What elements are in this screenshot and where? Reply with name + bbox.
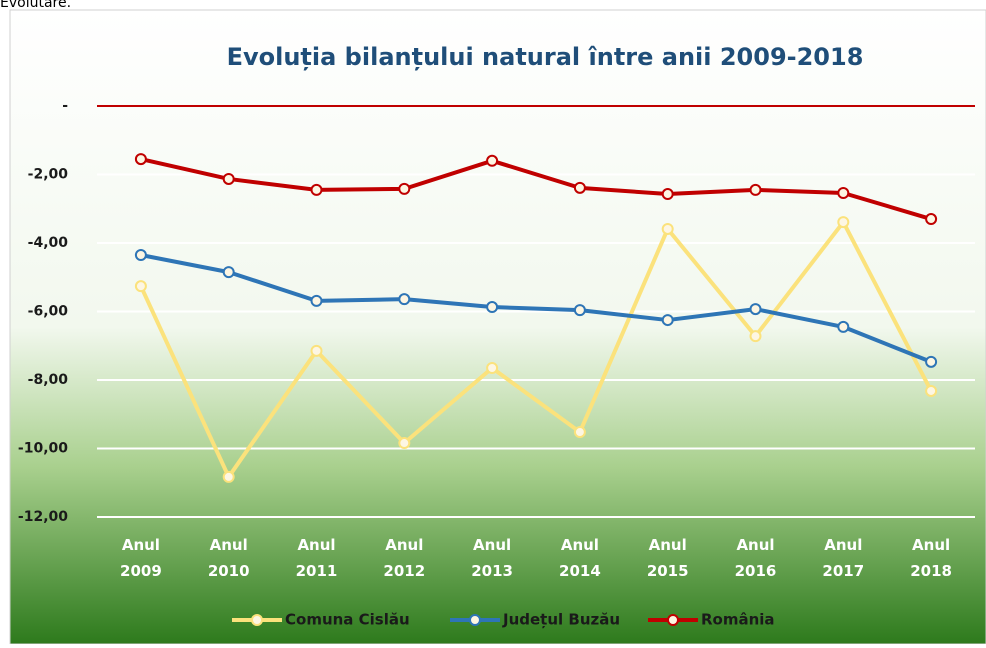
x-tick-label: Anul 2017 bbox=[822, 536, 864, 580]
x-tick-label: Anul 2013 bbox=[471, 536, 513, 580]
legend-label: Comuna Cislău bbox=[285, 611, 410, 629]
data-point bbox=[222, 172, 235, 185]
legend-marker bbox=[469, 614, 481, 626]
data-point bbox=[134, 153, 147, 166]
data-point bbox=[837, 320, 850, 333]
x-tick-label: Anul 2012 bbox=[383, 536, 425, 580]
data-point bbox=[398, 293, 411, 306]
data-point bbox=[661, 314, 674, 327]
data-point bbox=[222, 266, 235, 279]
chart-area bbox=[9, 9, 986, 645]
x-tick-label: Anul 2009 bbox=[120, 536, 162, 580]
y-tick-label: -10,00 bbox=[18, 441, 68, 457]
legend-marker bbox=[667, 614, 679, 626]
legend-marker bbox=[251, 614, 263, 626]
y-tick-label: -8,00 bbox=[28, 372, 69, 388]
chart-title: Evoluția bilanțului natural între anii 2… bbox=[227, 43, 864, 71]
data-point bbox=[749, 330, 762, 343]
data-point bbox=[749, 303, 762, 316]
data-point bbox=[486, 362, 499, 375]
data-point bbox=[134, 280, 147, 293]
data-point bbox=[486, 154, 499, 167]
y-tick-label: - bbox=[62, 98, 68, 114]
data-point bbox=[573, 426, 586, 439]
data-point bbox=[310, 183, 323, 196]
y-tick-label: -6,00 bbox=[28, 304, 69, 320]
data-point bbox=[925, 213, 938, 226]
x-tick-label: Anul 2016 bbox=[735, 536, 777, 580]
data-point bbox=[486, 301, 499, 314]
y-tick-label: -4,00 bbox=[28, 235, 69, 251]
y-tick-label: -12,00 bbox=[18, 509, 68, 525]
data-point bbox=[925, 384, 938, 397]
data-point bbox=[398, 437, 411, 450]
data-point bbox=[573, 304, 586, 317]
series-line bbox=[139, 220, 933, 479]
series-line bbox=[140, 157, 932, 221]
series-line bbox=[140, 253, 932, 364]
data-point bbox=[310, 344, 323, 357]
data-point bbox=[310, 294, 323, 307]
x-tick-label: Anul 2018 bbox=[910, 536, 952, 580]
legend-label: România bbox=[701, 611, 775, 629]
data-point bbox=[837, 186, 850, 199]
data-point bbox=[749, 183, 762, 196]
data-point bbox=[222, 470, 235, 483]
x-tick-label: Anul 2010 bbox=[208, 536, 250, 580]
y-tick-label: -2,00 bbox=[28, 167, 69, 183]
x-tick-label: Anul 2015 bbox=[647, 536, 689, 580]
caption: Evolutare. bbox=[0, 0, 71, 11]
data-point bbox=[398, 182, 411, 195]
data-point bbox=[837, 216, 850, 229]
x-tick-label: Anul 2011 bbox=[296, 536, 338, 580]
data-point bbox=[134, 248, 147, 261]
data-point bbox=[661, 222, 674, 235]
data-point bbox=[661, 188, 674, 201]
data-point bbox=[573, 181, 586, 194]
data-point bbox=[925, 355, 938, 368]
x-tick-label: Anul 2014 bbox=[559, 536, 601, 580]
legend-label: Județul Buzău bbox=[502, 611, 620, 629]
